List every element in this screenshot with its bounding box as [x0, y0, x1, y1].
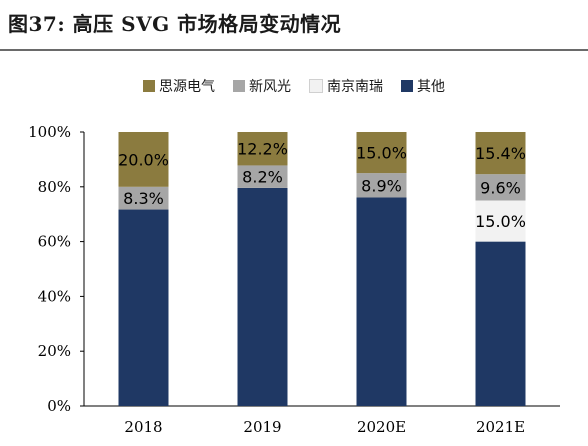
- data-label: 20.0%: [118, 150, 169, 169]
- bar-segment: [356, 173, 407, 198]
- bar-segment: [356, 132, 407, 174]
- y-tick-label: 100%: [28, 123, 71, 141]
- data-label: 15.0%: [356, 144, 407, 163]
- bar-segment: [237, 165, 288, 188]
- y-tick-label: 0%: [47, 397, 71, 415]
- bar-segment: [475, 200, 526, 242]
- y-tick-label: 60%: [38, 233, 71, 251]
- data-label: 12.2%: [237, 140, 288, 159]
- x-tick-label: 2019: [243, 418, 281, 436]
- x-tick-label: 2021E: [476, 418, 525, 436]
- data-label: 8.9%: [361, 176, 402, 195]
- y-tick-label: 20%: [38, 342, 71, 360]
- legend-label-other: 其他: [417, 79, 445, 95]
- legend: 思源电气 新风光 南京南瑞 其他: [0, 76, 588, 96]
- legend-item-siyuan: 思源电气: [143, 76, 215, 96]
- legend-item-nanjing-nanrui: 南京南瑞: [309, 76, 383, 96]
- legend-swatch-other: [401, 80, 413, 92]
- data-label: 8.3%: [123, 189, 164, 208]
- x-tick-label: 2018: [124, 418, 162, 436]
- bar-segment: [118, 209, 169, 406]
- x-tick-label: 2020E: [357, 418, 406, 436]
- bar-segment: [237, 187, 288, 406]
- legend-swatch-xinfengguang: [233, 80, 245, 92]
- legend-label-nanjing-nanrui: 南京南瑞: [327, 79, 383, 95]
- data-label: 9.6%: [480, 178, 521, 197]
- data-label: 15.4%: [475, 144, 526, 163]
- title-rule: [0, 49, 588, 51]
- legend-item-other: 其他: [401, 76, 445, 96]
- legend-item-xinfengguang: 新风光: [233, 76, 291, 96]
- legend-swatch-nanjing-nanrui: [309, 79, 323, 93]
- bar-segment: [356, 197, 407, 406]
- bar-segment: [475, 174, 526, 201]
- bar-segment: [475, 132, 526, 175]
- data-label: 8.2%: [242, 168, 283, 187]
- legend-label-siyuan: 思源电气: [159, 79, 215, 95]
- y-tick-label: 80%: [38, 178, 71, 196]
- data-label: 15.0%: [475, 212, 526, 231]
- bar-segment: [118, 186, 169, 210]
- y-tick-label: 40%: [38, 287, 71, 305]
- bar-segment: [237, 132, 288, 166]
- figure-title: 图37: 高压 SVG 市场格局变动情况: [8, 12, 342, 36]
- bar-segment: [118, 132, 169, 187]
- legend-swatch-siyuan: [143, 80, 155, 92]
- bar-segment: [475, 241, 526, 406]
- legend-label-xinfengguang: 新风光: [249, 79, 291, 95]
